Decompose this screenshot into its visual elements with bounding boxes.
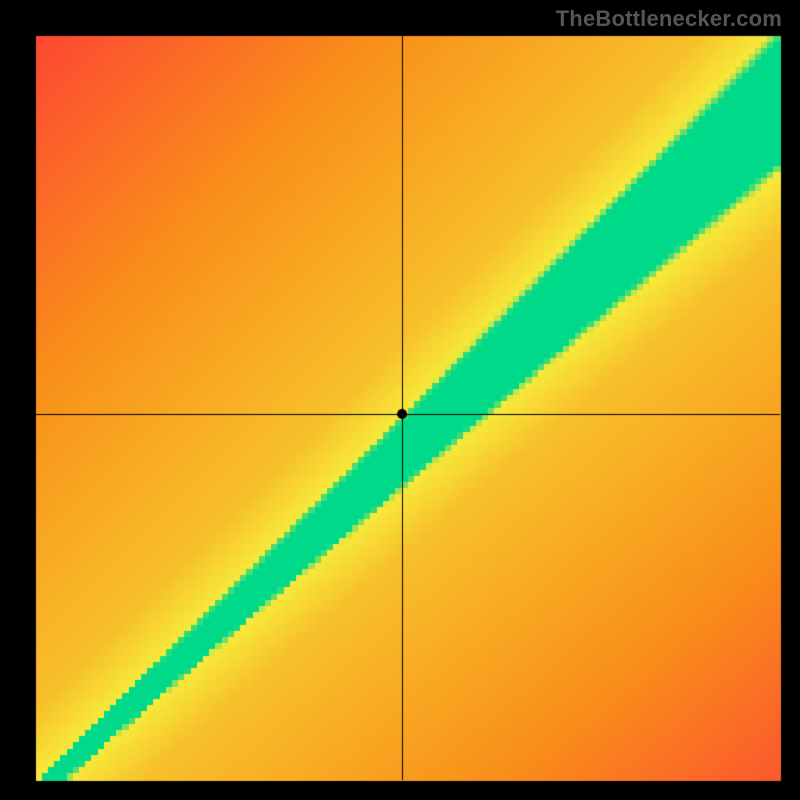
- heatmap-canvas: [0, 0, 800, 800]
- chart-container: TheBottlenecker.com: [0, 0, 800, 800]
- watermark-label: TheBottlenecker.com: [556, 6, 782, 32]
